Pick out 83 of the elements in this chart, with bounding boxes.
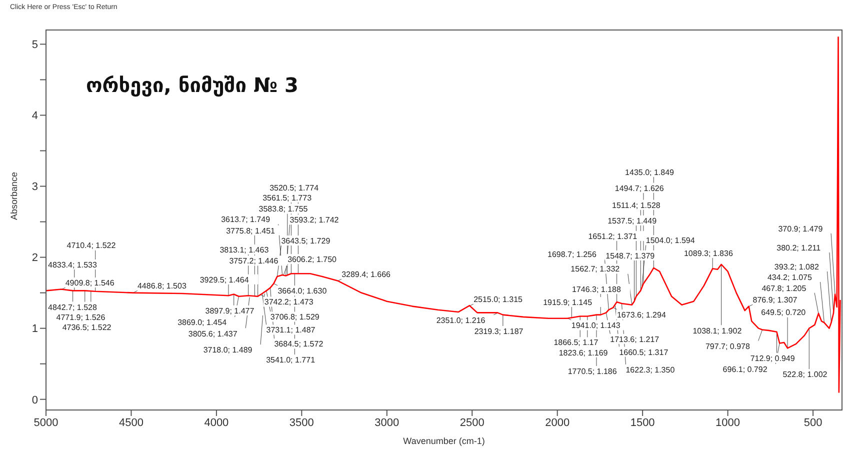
x-tick-label: 5000 — [34, 416, 58, 429]
annotation: 4771.9; 1.526 — [56, 312, 106, 322]
annotation: 1660.5; 1.317 — [619, 348, 669, 357]
annotation: 3706.8; 1.529 — [270, 312, 320, 322]
annotation: 3731.1; 1.487 — [266, 326, 316, 335]
y-tick-label: 2 — [32, 252, 38, 264]
x-tick-label: 3000 — [374, 416, 400, 429]
x-tick-label: 1500 — [630, 416, 655, 429]
x-tick-label: 3500 — [289, 416, 314, 429]
annotation: 1038.1; 1.902 — [692, 326, 742, 336]
x-tick-label: 4000 — [204, 416, 229, 429]
y-tick-label: 3 — [32, 181, 38, 194]
x-axis-title: Wavenumber (cm-1) — [403, 436, 485, 446]
annotation: 3742.2; 1.473 — [264, 298, 314, 307]
annotation: 3897.9; 1.477 — [205, 306, 255, 316]
annotation: 4833.4; 1.533 — [48, 260, 98, 270]
annotation: 712.9; 0.949 — [750, 354, 796, 363]
annotation: 3613.7; 1.749 — [221, 215, 271, 224]
annotation: 4486.8; 1.503 — [137, 282, 187, 291]
annotation: 4842.7; 1.528 — [48, 302, 98, 312]
annotation: 1941.0; 1.143 — [571, 321, 621, 330]
annotation: 1651.2; 1.371 — [588, 232, 638, 241]
annotation: 3593.2; 1.742 — [290, 216, 340, 225]
annotation: 4736.5; 1.522 — [62, 323, 112, 332]
annotation: 696.1; 0.792 — [722, 365, 768, 374]
annotation: 3775.8; 1.451 — [226, 226, 276, 236]
annotation: 2515.0; 1.315 — [474, 294, 524, 304]
annotation: 3561.5; 1.773 — [262, 193, 312, 202]
annotation: 4909.8; 1.546 — [65, 278, 115, 288]
annotation: 3805.6; 1.437 — [188, 329, 238, 338]
y-axis-title: Absorbance — [9, 172, 20, 220]
annotation: 393.2; 1.082 — [774, 262, 820, 272]
x-tick-label: 1000 — [716, 416, 740, 429]
annotation: 876.9; 1.307 — [752, 296, 798, 305]
x-tick-label: 2500 — [460, 416, 484, 429]
annotation: 2351.0; 1.216 — [436, 316, 486, 325]
annotation: 3520.5; 1.774 — [270, 183, 320, 192]
annotation: 1537.5; 1.449 — [608, 216, 658, 226]
y-tick-label: 1 — [32, 323, 38, 336]
annotation: 3664.0; 1.630 — [278, 286, 328, 296]
annotation: 3583.8; 1.755 — [258, 204, 308, 214]
annotation: 3606.2; 1.750 — [288, 255, 338, 264]
annotation: 1504.0; 1.594 — [646, 236, 696, 246]
annotation: 1915.9; 1.145 — [543, 298, 593, 308]
annotation: 3929.5; 1.464 — [200, 275, 250, 284]
annotation: 1673.6; 1.294 — [616, 310, 666, 320]
annotation: 3718.0; 1.489 — [203, 346, 253, 355]
annotation: 3813.1; 1.463 — [220, 245, 270, 254]
annotation: 1511.4; 1.528 — [612, 200, 661, 210]
annotation: 1089.3; 1.836 — [684, 248, 734, 258]
annotation: 1435.0; 1.849 — [625, 168, 675, 178]
x-tick-label: 500 — [804, 416, 822, 429]
annotation: 3643.5; 1.729 — [281, 236, 331, 246]
annotation: 797.7; 0.978 — [705, 342, 751, 351]
annotation: 4710.4; 1.522 — [66, 241, 116, 250]
annotation: 434.2; 1.075 — [767, 272, 812, 282]
y-tick-label: 5 — [32, 39, 38, 52]
annotation: 1746.3; 1.188 — [572, 284, 622, 294]
annotation: 1622.3; 1.350 — [626, 365, 676, 374]
annotation: 649.5; 0.720 — [761, 308, 806, 318]
annotation: 1823.6; 1.169 — [558, 348, 608, 358]
text: ორხევი, ნიმუში № 3 — [86, 73, 298, 97]
annotation: 3757.2; 1.446 — [229, 256, 279, 266]
annotation: 3289.4; 1.666 — [342, 270, 392, 280]
annotation: 3684.5; 1.572 — [274, 340, 324, 349]
annotation: 1770.5; 1.186 — [568, 367, 618, 376]
annotation: 3541.0; 1.771 — [266, 356, 316, 365]
y-tick-label: 4 — [32, 110, 38, 122]
x-tick-label: 4500 — [118, 416, 144, 429]
annotation: 1713.6; 1.217 — [610, 334, 660, 344]
annotation: 1698.7; 1.256 — [548, 250, 597, 260]
x-tick-label: 2000 — [545, 416, 570, 429]
annotation: 380.2; 1.211 — [776, 243, 822, 252]
annotation: 1548.7; 1.379 — [606, 251, 656, 260]
annotation: 467.8; 1.205 — [762, 284, 807, 293]
annotation: 1494.7; 1.626 — [614, 184, 664, 193]
annotation: 522.8; 1.002 — [782, 370, 828, 380]
annotation: 1866.5; 1.17 — [554, 338, 599, 348]
y-tick-label: 0 — [32, 394, 38, 406]
annotation: 370.9; 1.479 — [778, 224, 824, 234]
annotation: 3869.0; 1.454 — [178, 318, 228, 328]
annotation: 1562.7; 1.332 — [570, 264, 620, 274]
annotation: 2319.3; 1.187 — [474, 327, 524, 336]
